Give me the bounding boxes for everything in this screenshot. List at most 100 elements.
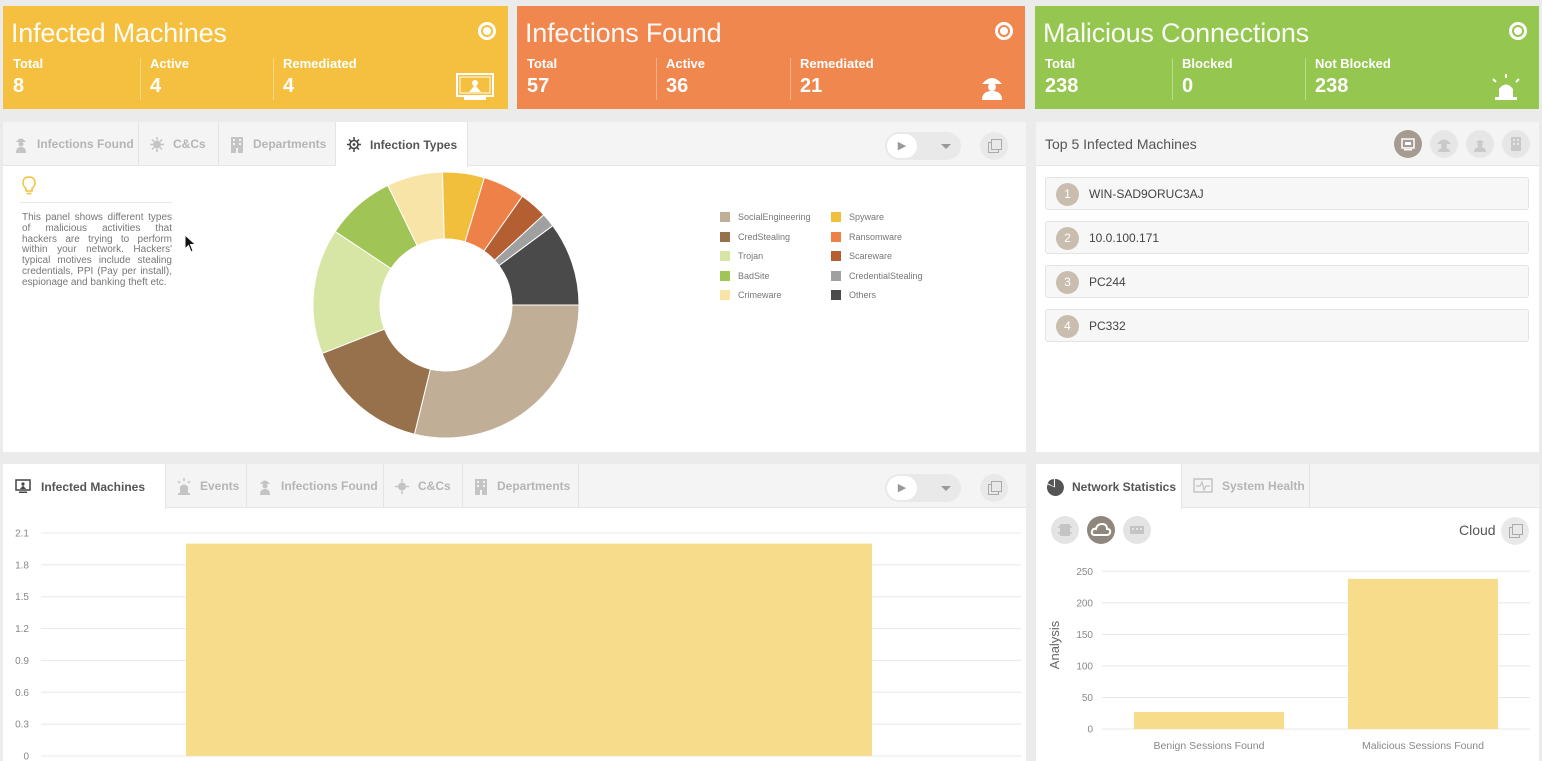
stat-value: 57 — [527, 75, 550, 97]
stat-label: Total — [527, 56, 558, 71]
stat-value: 21 — [800, 75, 823, 97]
popout-icon[interactable] — [1501, 517, 1529, 545]
panel-tabbar: Network Statistics System Health — [1036, 464, 1539, 509]
monitor-icon[interactable] — [1394, 130, 1422, 158]
hacker-icon[interactable] — [1466, 130, 1494, 158]
legend-item[interactable]: CredStealing — [720, 232, 790, 242]
refresh-icon[interactable] — [1509, 22, 1527, 40]
tab-label: Departments — [497, 479, 571, 493]
stat-label: Remediated — [283, 56, 357, 71]
list-item[interactable]: 4 PC332 — [1045, 309, 1529, 342]
building-icon — [475, 478, 487, 495]
tab-system-health[interactable]: System Health — [1182, 464, 1310, 508]
popout-icon[interactable] — [980, 474, 1008, 502]
pie-slice-socialengineering[interactable] — [413, 304, 579, 438]
popout-icon[interactable] — [980, 132, 1008, 160]
network-statistics-bar-chart: 250 200 150 100 50 0 Analysis Benign Sessions F… — [1047, 567, 1530, 752]
mode-label: Cloud — [1459, 522, 1496, 538]
list-item[interactable]: 2 10.0.100.171 — [1045, 221, 1529, 254]
bar[interactable] — [1134, 711, 1284, 729]
stat-not-blocked: Not Blocked 238 — [1305, 56, 1391, 104]
legend-label: Others — [849, 290, 877, 300]
chevron-down-icon[interactable] — [941, 486, 951, 491]
bar[interactable] — [1348, 578, 1498, 729]
rank-badge: 1 — [1056, 183, 1079, 206]
tab-label: Infections Found — [281, 479, 378, 493]
virus-icon — [150, 136, 164, 152]
server-icon[interactable] — [1051, 516, 1079, 544]
tab-departments[interactable]: Departments — [219, 122, 336, 166]
x-tick-label: Malicious Sessions Found — [1362, 740, 1484, 752]
hacker-icon — [16, 138, 26, 153]
tab-infections-found[interactable]: Infections Found — [3, 122, 139, 166]
infections-found-card[interactable]: Infections Found Total 57 Active 36 Reme… — [517, 6, 1025, 109]
legend-item[interactable]: Spyware — [831, 212, 884, 222]
card-title: Infected Machines — [11, 18, 227, 48]
playback-control[interactable]: ▶ — [885, 132, 961, 160]
infected-machines-card[interactable]: Infected Machines Total 8 Active 4 Remed… — [3, 6, 508, 109]
legend-label: Spyware — [849, 212, 885, 222]
malicious-connections-card[interactable]: Malicious Connections Total 238 Blocked … — [1035, 6, 1539, 109]
play-icon[interactable]: ▶ — [887, 476, 917, 500]
cloud-icon[interactable] — [1087, 516, 1115, 544]
legend-swatch — [720, 232, 730, 242]
tab-events[interactable]: Events — [166, 464, 247, 508]
bar[interactable] — [186, 543, 872, 756]
refresh-icon[interactable] — [995, 22, 1013, 40]
tab-label: Infection Types — [370, 137, 458, 152]
legend-item[interactable]: BadSite — [720, 271, 770, 281]
divider — [656, 58, 657, 100]
tab-ccs[interactable]: C&Cs — [139, 122, 219, 166]
y-tick-label: 1.8 — [15, 560, 29, 571]
x-tick-label: Benign Sessions Found — [1154, 740, 1265, 752]
legend-item[interactable]: Ransomware — [831, 232, 902, 242]
spy-icon[interactable] — [1430, 130, 1458, 158]
network-switch-icon[interactable] — [1123, 516, 1151, 544]
play-icon[interactable]: ▶ — [887, 134, 917, 158]
legend-swatch — [831, 212, 841, 222]
legend-label: BadSite — [738, 271, 770, 281]
stat-label: Active — [150, 56, 190, 71]
stat-value: 0 — [1182, 75, 1194, 97]
virus-icon — [395, 478, 409, 494]
legend-item[interactable]: Crimeware — [720, 290, 782, 300]
y-tick-label: 250 — [1076, 567, 1093, 578]
legend-swatch — [720, 212, 730, 222]
panel-title: Top 5 Infected Machines — [1045, 136, 1197, 152]
legend-label: SocialEngineering — [738, 212, 811, 222]
list-item[interactable]: 1 WIN-SAD9ORUC3AJ — [1045, 177, 1529, 210]
legend-label: Trojan — [738, 251, 764, 261]
legend-label: CredStealing — [738, 232, 791, 242]
list-item[interactable]: 3 PC244 — [1045, 265, 1529, 298]
playback-control[interactable]: ▶ — [885, 474, 961, 502]
tab-infections-found[interactable]: Infections Found — [247, 464, 384, 508]
legend-item[interactable]: Trojan — [720, 251, 763, 261]
machine-name: 10.0.100.171 — [1089, 231, 1160, 245]
building-icon — [231, 136, 243, 153]
legend-item[interactable]: CredentialStealing — [831, 271, 923, 281]
tab-ccs[interactable]: C&Cs — [384, 464, 463, 508]
legend-swatch — [720, 290, 730, 300]
stat-total: Total 238 — [1035, 56, 1078, 104]
y-tick-label: 1.5 — [15, 592, 29, 603]
panel-description: This panel shows different types of mali… — [22, 212, 172, 288]
card-title: Malicious Connections — [1043, 18, 1309, 48]
tab-network-statistics[interactable]: Network Statistics — [1036, 464, 1182, 509]
rank-badge: 3 — [1056, 271, 1079, 294]
refresh-icon[interactable] — [478, 22, 496, 40]
y-tick-label: 150 — [1076, 630, 1093, 641]
legend-item[interactable]: SocialEngineering — [720, 212, 811, 222]
legend-item[interactable]: Scareware — [831, 251, 892, 261]
monitor-icon — [15, 479, 31, 493]
chevron-down-icon[interactable] — [941, 144, 951, 149]
stat-label: Active — [666, 56, 706, 71]
panel-tabbar: Infections Found C&Cs Departments Infect… — [3, 122, 1026, 167]
y-tick-label: 0.6 — [15, 688, 29, 699]
tab-infected-machines[interactable]: Infected Machines — [3, 464, 166, 509]
tab-departments[interactable]: Departments — [463, 464, 579, 508]
legend-item[interactable]: Others — [831, 290, 876, 300]
mouse-cursor-icon — [184, 234, 197, 253]
building-icon[interactable] — [1502, 130, 1530, 158]
pie-slice-others[interactable] — [498, 224, 579, 306]
tab-infection-types[interactable]: Infection Types — [336, 122, 468, 167]
